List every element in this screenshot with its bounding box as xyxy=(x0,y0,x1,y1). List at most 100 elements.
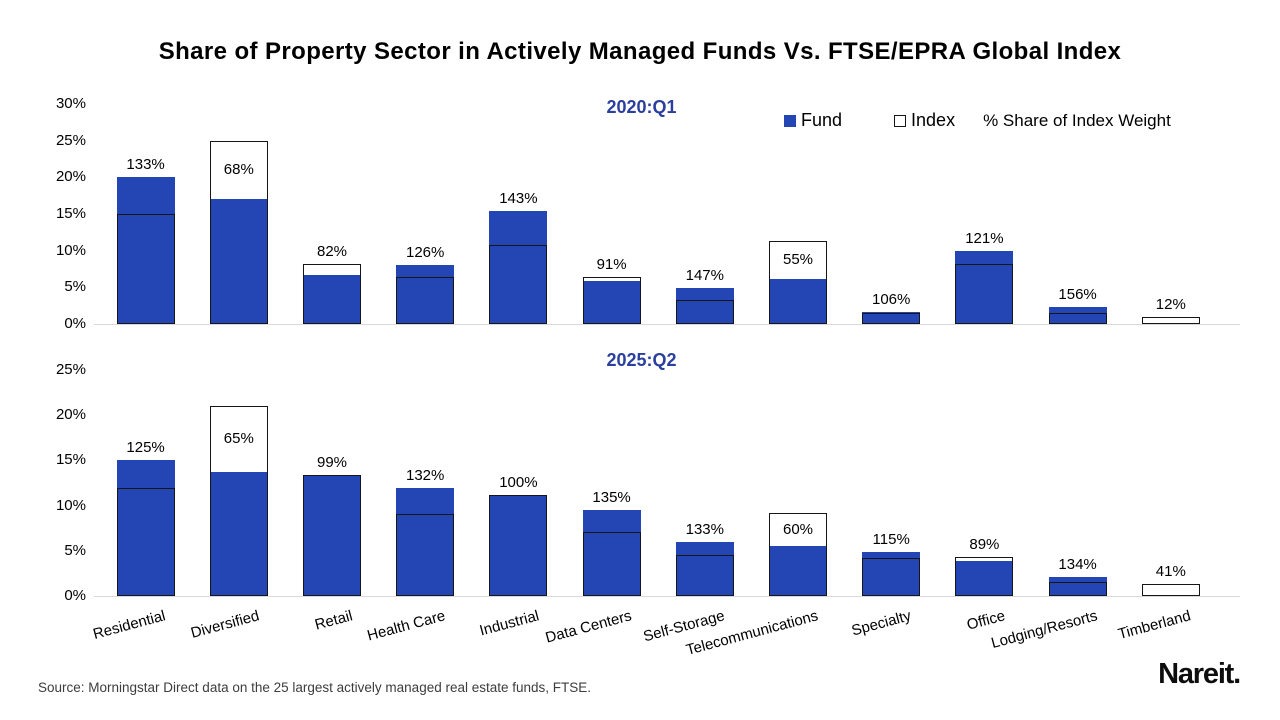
y-tick-label: 25% xyxy=(55,131,86,149)
chart-legend: Fund Index % Share of Index Weight xyxy=(784,110,1171,131)
legend-index-label: Index xyxy=(911,110,956,130)
ratio-label: 106% xyxy=(872,290,911,308)
fund-bar xyxy=(955,561,1014,596)
index-bar xyxy=(489,244,548,324)
fund-bar xyxy=(675,541,734,596)
y-tick-label: 0% xyxy=(64,587,86,604)
legend-item-fund: Fund xyxy=(784,110,842,131)
index-bar xyxy=(675,299,734,324)
index-bar xyxy=(1141,584,1200,596)
axis-baseline xyxy=(94,324,1240,325)
index-bar xyxy=(769,241,827,324)
fund-bar xyxy=(209,472,268,596)
index-bar xyxy=(303,263,361,324)
panel-title: 2025:Q2 xyxy=(606,350,677,370)
index-swatch-icon xyxy=(894,114,907,127)
y-tick-label: 10% xyxy=(55,241,86,259)
fund-bar xyxy=(769,546,827,596)
fund-bar xyxy=(1048,576,1107,596)
fund-bar xyxy=(862,311,921,324)
category-label: Office xyxy=(964,607,1007,634)
y-tick-label: 30% xyxy=(55,95,86,112)
ratio-label: 132% xyxy=(406,466,445,484)
index-bar xyxy=(955,263,1014,324)
fund-bar xyxy=(209,199,268,324)
fund-bar xyxy=(116,460,175,596)
ratio-label: 134% xyxy=(1058,555,1097,573)
index-bar xyxy=(396,513,455,596)
category-label: Health Care xyxy=(365,607,448,645)
ratio-label: 133% xyxy=(126,156,165,174)
index-bar xyxy=(1141,316,1200,324)
nareit-logo: Nareit. xyxy=(1158,658,1241,690)
fund-bar xyxy=(303,274,361,324)
index-bar xyxy=(303,474,361,596)
ratio-label: 133% xyxy=(685,520,724,538)
index-bar xyxy=(862,312,921,324)
index-bar xyxy=(582,277,641,324)
fund-bar xyxy=(769,278,827,324)
source-note: Source: Morningstar Direct data on the 2… xyxy=(38,680,592,695)
ratio-label: 100% xyxy=(499,474,538,492)
ratio-label: 41% xyxy=(1155,563,1186,581)
ratio-label: 89% xyxy=(969,535,1000,553)
y-tick-label: 20% xyxy=(55,168,86,186)
fund-bar xyxy=(396,487,455,596)
ratio-label: 55% xyxy=(782,250,814,268)
category-label: Industrial xyxy=(477,607,541,640)
fund-bar xyxy=(489,211,548,324)
ratio-label: 12% xyxy=(1155,295,1186,313)
ratio-label: 82% xyxy=(316,242,348,260)
y-tick-label: 10% xyxy=(55,496,86,514)
fund-bar xyxy=(303,475,361,596)
fund-bar xyxy=(582,281,641,324)
category-label: Specialty xyxy=(850,607,914,640)
axis-baseline xyxy=(94,596,1240,597)
category-label: Retail xyxy=(312,607,355,634)
fund-bar xyxy=(489,495,548,596)
fund-bar xyxy=(582,510,641,596)
fund-bar xyxy=(396,265,455,324)
fund-bar xyxy=(862,552,921,596)
legend-item-index: Index xyxy=(894,110,955,131)
ratio-label: 121% xyxy=(965,230,1004,248)
y-tick-label: 15% xyxy=(55,205,86,222)
ratio-label: 99% xyxy=(316,453,348,471)
index-bar xyxy=(1048,581,1107,596)
index-bar xyxy=(396,277,455,324)
ratio-label: 91% xyxy=(596,256,627,274)
category-label: Data Centers xyxy=(543,607,634,647)
index-bar xyxy=(489,495,548,596)
ratio-label: 126% xyxy=(406,244,445,262)
index-bar xyxy=(582,532,641,596)
fund-bar xyxy=(675,288,734,324)
ratio-label: 65% xyxy=(223,430,254,448)
ratio-label: 60% xyxy=(782,520,814,538)
fund-swatch-icon xyxy=(784,114,796,127)
index-bar xyxy=(769,512,827,596)
ratio-label: 143% xyxy=(499,190,538,208)
index-bar xyxy=(116,487,175,596)
ratio-label: 135% xyxy=(592,489,631,507)
ratio-label: 68% xyxy=(223,161,254,178)
y-tick-label: 0% xyxy=(64,315,86,332)
index-bar xyxy=(1048,313,1107,324)
ratio-label: 147% xyxy=(685,267,724,285)
fund-bar xyxy=(116,177,175,324)
ratio-label: 125% xyxy=(126,439,165,457)
legend-fund-label: Fund xyxy=(801,110,843,130)
category-label: Residential xyxy=(91,607,168,643)
ratio-label: 156% xyxy=(1058,286,1097,304)
index-bar xyxy=(675,555,734,596)
index-bar xyxy=(209,406,268,596)
category-label: Lodging/Resorts xyxy=(989,607,1100,652)
y-tick-label: 25% xyxy=(55,361,86,378)
fund-bar xyxy=(1048,307,1107,324)
y-tick-label: 20% xyxy=(55,406,86,424)
index-bar xyxy=(116,214,175,324)
y-tick-label: 5% xyxy=(64,278,86,296)
y-tick-label: 5% xyxy=(64,541,86,559)
fund-bar xyxy=(955,251,1014,324)
page-title: Share of Property Sector in Actively Man… xyxy=(158,38,1122,65)
